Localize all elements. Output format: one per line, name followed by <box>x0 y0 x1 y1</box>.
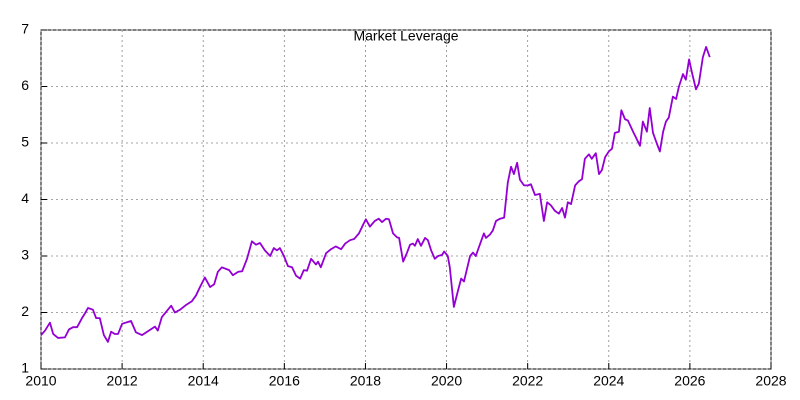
y-tick-label: 4 <box>21 190 29 206</box>
chart-title: Market Leverage <box>353 28 458 44</box>
x-tick-label: 2020 <box>431 373 462 389</box>
y-tick-label: 6 <box>21 77 29 93</box>
y-tick-label: 3 <box>21 247 29 263</box>
x-tick-label: 2022 <box>512 373 543 389</box>
x-tick-label: 2012 <box>107 373 138 389</box>
y-tick-label: 7 <box>21 21 29 37</box>
x-tick-label: 2010 <box>25 373 56 389</box>
x-tick-label: 2018 <box>350 373 381 389</box>
data-line <box>40 46 711 343</box>
x-tick-label: 2026 <box>674 373 705 389</box>
x-tick-label: 2024 <box>593 373 624 389</box>
y-tick-label: 1 <box>21 360 29 376</box>
x-tick-label: 2014 <box>188 373 219 389</box>
y-tick-label: 2 <box>21 303 29 319</box>
x-tick-label: 2028 <box>755 373 786 389</box>
y-tick-label: 5 <box>21 134 29 150</box>
x-tick-label: 2016 <box>269 373 300 389</box>
